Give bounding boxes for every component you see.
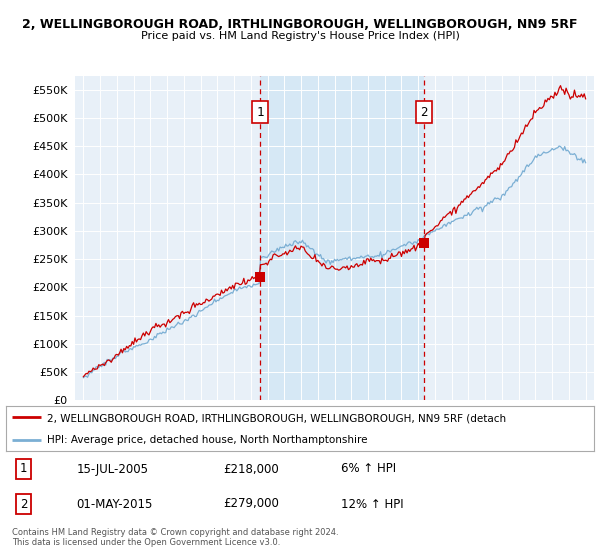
Text: 01-MAY-2015: 01-MAY-2015 [77, 497, 153, 511]
Text: 2, WELLINGBOROUGH ROAD, IRTHLINGBOROUGH, WELLINGBOROUGH, NN9 5RF: 2, WELLINGBOROUGH ROAD, IRTHLINGBOROUGH,… [22, 17, 578, 31]
Text: 2: 2 [420, 106, 427, 119]
Text: Price paid vs. HM Land Registry's House Price Index (HPI): Price paid vs. HM Land Registry's House … [140, 31, 460, 41]
Text: Contains HM Land Registry data © Crown copyright and database right 2024.
This d: Contains HM Land Registry data © Crown c… [12, 528, 338, 547]
Text: 12% ↑ HPI: 12% ↑ HPI [341, 497, 404, 511]
Text: 6% ↑ HPI: 6% ↑ HPI [341, 463, 396, 475]
Text: £218,000: £218,000 [224, 463, 280, 475]
Text: 1: 1 [256, 106, 263, 119]
Text: 2: 2 [20, 497, 28, 511]
Text: 2, WELLINGBOROUGH ROAD, IRTHLINGBOROUGH, WELLINGBOROUGH, NN9 5RF (detach: 2, WELLINGBOROUGH ROAD, IRTHLINGBOROUGH,… [47, 413, 506, 423]
Text: 1: 1 [20, 463, 28, 475]
Text: £279,000: £279,000 [224, 497, 280, 511]
Bar [260, 76, 424, 400]
Text: HPI: Average price, detached house, North Northamptonshire: HPI: Average price, detached house, Nort… [47, 436, 368, 446]
Text: 15-JUL-2005: 15-JUL-2005 [77, 463, 149, 475]
